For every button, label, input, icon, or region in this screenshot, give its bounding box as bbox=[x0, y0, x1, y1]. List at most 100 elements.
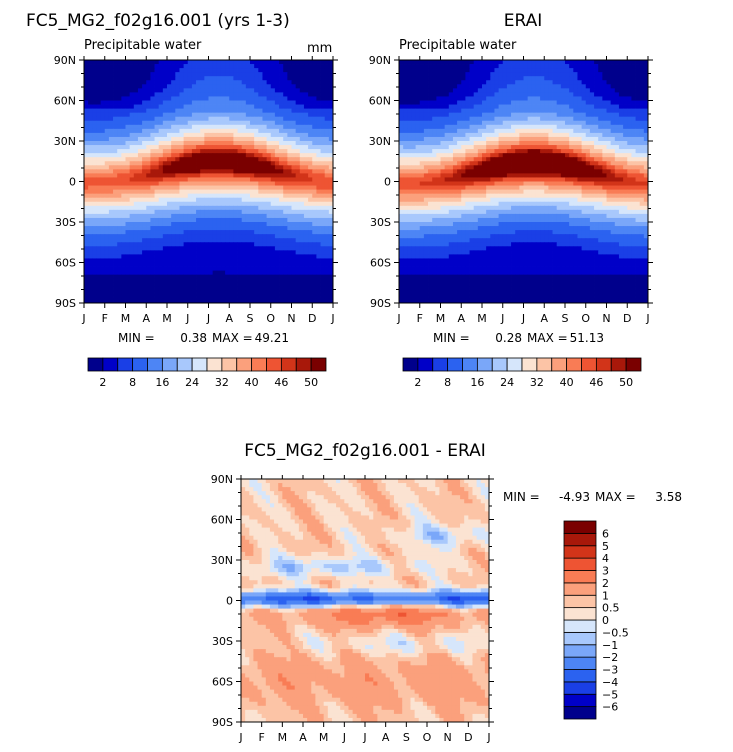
panel-erai-cell bbox=[473, 76, 479, 81]
panel-erai-cell bbox=[618, 132, 624, 138]
panel-model-cell bbox=[212, 120, 218, 126]
panel-model-cell bbox=[171, 298, 176, 304]
panel-erai-cell bbox=[569, 132, 574, 138]
panel-model-cell bbox=[212, 181, 218, 186]
panel-erai-cell bbox=[486, 120, 491, 126]
panel-model-cell bbox=[287, 120, 292, 126]
panel-model-cell bbox=[291, 153, 297, 158]
panel-model-cell bbox=[191, 153, 197, 158]
panel-erai-cell bbox=[502, 80, 508, 85]
panel-model-cell bbox=[216, 282, 222, 288]
panel-erai-cell bbox=[436, 120, 441, 126]
panel-model-cell bbox=[270, 266, 276, 271]
panel-erai-cell bbox=[631, 64, 636, 69]
panel-model-cell bbox=[320, 96, 326, 101]
panel-model-cell bbox=[316, 270, 321, 276]
panel-model-cell bbox=[254, 92, 259, 97]
panel-model-cell bbox=[233, 84, 238, 89]
panel-erai-cell bbox=[573, 72, 578, 77]
panel-erai-cell bbox=[556, 72, 562, 77]
panel-model-cell bbox=[154, 254, 160, 259]
panel-model-cell bbox=[196, 124, 201, 130]
panel-model-cell bbox=[254, 290, 259, 296]
panel-model-cell bbox=[150, 258, 155, 263]
panel-model-cell bbox=[92, 116, 97, 122]
panel-model-cell bbox=[208, 238, 214, 243]
panel-model-cell bbox=[183, 124, 189, 130]
panel-erai-cell bbox=[560, 132, 566, 138]
panel-model-cell bbox=[308, 222, 313, 227]
panel-model-cell bbox=[129, 136, 135, 142]
panel-model-cell bbox=[212, 64, 218, 69]
panel-erai-cell bbox=[419, 104, 425, 109]
panel-erai-cell bbox=[461, 84, 466, 89]
panel-model-cell bbox=[162, 124, 168, 130]
panel-model-cell bbox=[142, 193, 147, 199]
panel-model-cell bbox=[183, 161, 189, 166]
panel-erai-cell bbox=[556, 128, 562, 134]
panel-model-cell bbox=[113, 132, 118, 138]
panel-model-cell bbox=[320, 100, 326, 105]
panel-model-cell bbox=[162, 282, 168, 288]
panel-erai-cell bbox=[411, 141, 416, 146]
panel-model-cell bbox=[225, 290, 230, 296]
panel-erai-cell bbox=[432, 92, 437, 97]
panel-model-cell bbox=[274, 290, 280, 296]
panel-model-cell bbox=[146, 108, 151, 114]
panel-model-cell bbox=[142, 60, 147, 65]
panel-model-cell bbox=[183, 169, 189, 174]
panel-model-cell bbox=[312, 128, 317, 134]
panel-model-cell bbox=[233, 153, 238, 158]
panel-model-cell bbox=[88, 112, 93, 118]
panel-model-cell bbox=[283, 124, 288, 130]
panel-model-cell bbox=[137, 246, 143, 251]
panel-erai-cell bbox=[494, 92, 499, 97]
panel-model-cell bbox=[283, 242, 288, 247]
panel-model-cell bbox=[237, 185, 243, 190]
panel-model-cell bbox=[196, 222, 201, 227]
panel-erai-cell bbox=[531, 120, 537, 126]
panel-model-cell bbox=[183, 72, 189, 77]
panel-model-cell bbox=[191, 141, 197, 146]
panel-model-cell bbox=[237, 112, 243, 118]
panel-erai-cell bbox=[548, 96, 553, 101]
panel-model-cell bbox=[225, 181, 230, 186]
panel-model-cell bbox=[167, 193, 172, 199]
panel-model-cell bbox=[108, 278, 114, 284]
panel-erai-cell bbox=[473, 120, 479, 126]
panel-erai-cell bbox=[535, 64, 541, 69]
panel-erai-cell bbox=[573, 136, 578, 142]
panel-model-cell bbox=[229, 189, 234, 195]
panel-model-cell bbox=[303, 250, 309, 255]
panel-model-cell bbox=[245, 112, 251, 118]
panel-erai-cell bbox=[643, 68, 649, 73]
panel-erai-cell bbox=[573, 141, 578, 146]
panel-model-cell bbox=[129, 294, 135, 300]
panel-model-cell bbox=[125, 230, 131, 235]
panel-erai-cell bbox=[639, 96, 645, 101]
panel-model-cell bbox=[129, 84, 135, 89]
panel-model-cell bbox=[100, 234, 106, 239]
panel-model-cell bbox=[92, 209, 97, 215]
panel-model-cell bbox=[92, 64, 97, 69]
panel-model-cell bbox=[125, 68, 131, 73]
panel-model-cell bbox=[291, 250, 297, 255]
panel-model-cell bbox=[100, 250, 106, 255]
panel-model-cell bbox=[125, 246, 131, 251]
panel-model-cell bbox=[220, 282, 226, 288]
panel-erai-cell bbox=[606, 120, 612, 126]
panel-erai-cell bbox=[428, 100, 433, 105]
panel-model-cell bbox=[328, 282, 334, 288]
panel-model-cell bbox=[283, 84, 288, 89]
panel-model-cell bbox=[104, 128, 110, 134]
panel-model-cell bbox=[100, 60, 106, 65]
panel-model-cell bbox=[279, 64, 284, 69]
panel-model-cell bbox=[104, 141, 110, 146]
panel-erai-cell bbox=[490, 64, 495, 69]
panel-erai-cell bbox=[436, 116, 441, 122]
panel-erai-cell bbox=[577, 120, 582, 126]
panel-model-cell bbox=[270, 169, 276, 174]
panel-model-cell bbox=[137, 185, 143, 190]
panel-model-cell bbox=[84, 132, 89, 138]
panel-model-cell bbox=[200, 250, 205, 255]
